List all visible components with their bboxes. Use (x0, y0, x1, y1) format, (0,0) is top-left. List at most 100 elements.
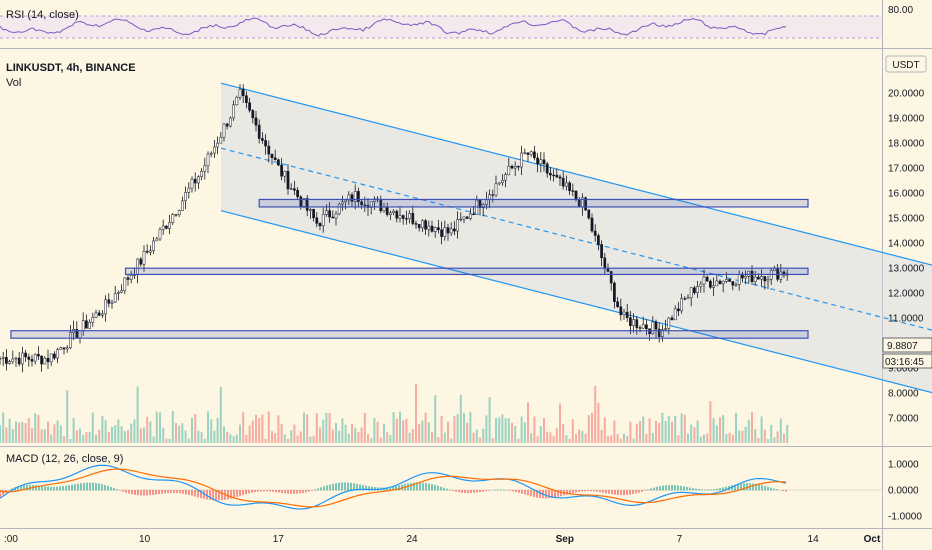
volume-bar (299, 431, 302, 443)
macd-hist-bar (551, 490, 553, 498)
candle (213, 146, 216, 154)
candle (760, 276, 763, 280)
volume-bar (379, 437, 382, 443)
macd-hist-bar (665, 485, 667, 491)
time-axis[interactable]: :00101724Sep7142126Oct (4, 534, 932, 545)
volume-bar (632, 438, 635, 443)
volume-bar (59, 425, 62, 443)
macd-hist-bar (317, 488, 319, 491)
candle (21, 352, 24, 365)
macd-hist-bar (650, 488, 652, 491)
zone-0[interactable] (258, 198, 809, 208)
candle (158, 229, 162, 240)
descending-channel[interactable] (220, 82, 932, 426)
price-tick-label: 13.0000 (888, 264, 925, 275)
macd-hist-bar (68, 485, 70, 491)
macd-hist-bar (371, 486, 373, 491)
volume-bar (671, 421, 673, 443)
horizontal-zones[interactable] (10, 198, 809, 339)
candle (705, 276, 709, 282)
volume-bar (530, 433, 533, 443)
volume-bar (427, 422, 430, 443)
volume-bar (235, 434, 238, 443)
candle (59, 347, 63, 350)
rsi-level-label: 80.00 (888, 5, 913, 16)
macd-hist-bar (56, 486, 58, 491)
macd-hist-bar (17, 486, 19, 491)
macd-hist-bar (302, 490, 304, 493)
macd-hist-bar (632, 490, 634, 495)
time-tick-label: :00 (4, 534, 18, 545)
candle (312, 209, 315, 219)
candle (289, 188, 293, 190)
channel-middle-line[interactable] (220, 147, 932, 363)
macd-hist-bar (695, 488, 697, 491)
volume-bar (645, 434, 648, 443)
macd-hist-bar (446, 488, 448, 491)
volume-bar (178, 425, 181, 443)
volume-bar (568, 438, 571, 443)
volume-bar (453, 416, 456, 443)
macd-hist-bar (329, 484, 331, 491)
volume-bar (66, 390, 69, 443)
macd-hist-bar (653, 487, 655, 491)
macd-hist-bar (584, 490, 586, 492)
volume-bar (184, 430, 187, 443)
macd-hist-bar (560, 490, 562, 497)
macd-hist-bar (770, 487, 772, 491)
rsi-title: RSI (14, close) (6, 9, 79, 21)
macd-hist-bar (395, 485, 397, 491)
candle (609, 271, 613, 284)
volume-bar (504, 418, 507, 443)
candle (603, 257, 607, 269)
macd-hist-bar (623, 490, 625, 496)
macd-hist-bar (494, 489, 496, 491)
volume-bar (181, 423, 184, 443)
volume-bar (584, 433, 587, 443)
zone-2[interactable] (10, 330, 809, 339)
candle (389, 212, 392, 215)
candle (155, 238, 159, 242)
macd-hist-bar (131, 490, 133, 495)
volume-bar (706, 433, 709, 443)
candle (478, 199, 482, 208)
volume-bar (351, 423, 353, 443)
volume-bar (127, 430, 129, 443)
channel-lower-line[interactable] (220, 210, 932, 426)
candle (190, 178, 194, 189)
macd-hist-bar (146, 490, 148, 496)
candle (267, 145, 271, 155)
price-tick-label: 8.0000 (888, 389, 919, 400)
volume-bar (402, 420, 405, 443)
macd-hist-bar (440, 486, 442, 491)
macd-hist-bar (527, 490, 529, 496)
time-tick-label: 10 (139, 534, 151, 545)
macd-hist-bar (689, 487, 691, 491)
volume-bar (200, 432, 203, 443)
candle (469, 213, 472, 219)
volume-bar (648, 418, 651, 443)
volume-bar (744, 426, 747, 443)
candle (523, 152, 527, 154)
macd-hist-bar (611, 490, 613, 495)
candle (433, 227, 437, 232)
candle (110, 301, 114, 304)
candle (693, 287, 696, 293)
candle (270, 153, 274, 158)
currency-label: USDT (892, 60, 919, 71)
candle (360, 201, 363, 206)
price-axis[interactable]: 20.0000 19.0000 18.0000 17.0000 16.0000 15.00… (888, 89, 925, 425)
volume-bar (543, 417, 545, 443)
currency-badge[interactable] (885, 55, 927, 73)
volume-bar (399, 411, 401, 443)
candle (49, 353, 53, 363)
candle (241, 89, 245, 96)
macd-hist-bar (23, 485, 25, 491)
candle (613, 282, 616, 302)
channel-upper-line[interactable] (220, 82, 932, 298)
volume-bar (264, 438, 267, 443)
zone-1[interactable] (124, 267, 809, 276)
macd-hist-bar (428, 483, 430, 491)
